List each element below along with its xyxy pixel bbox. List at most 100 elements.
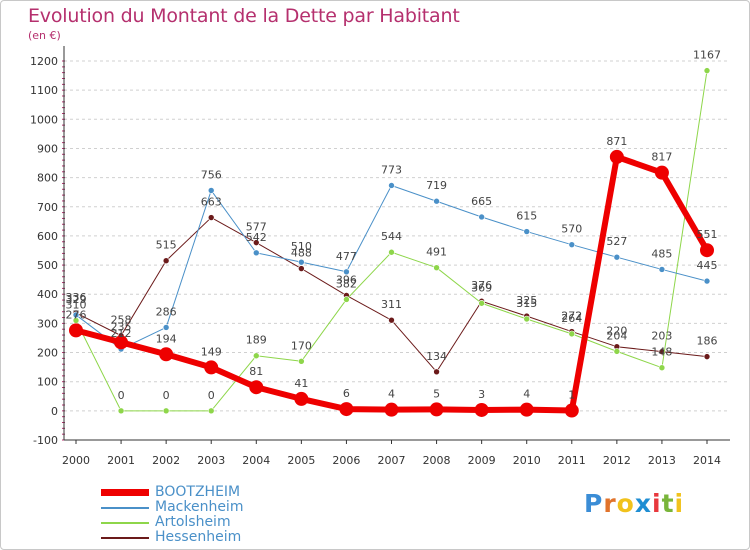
- data-point-mackenheim: [252, 249, 260, 257]
- data-point-mackenheim: [298, 258, 305, 266]
- data-point-hessenheim: [298, 265, 305, 272]
- x-tick-label: 2004: [242, 454, 270, 467]
- data-label-bootzheim: 276: [66, 308, 87, 321]
- data-point-artolsheim: [298, 357, 305, 365]
- data-label-hessenheim: 186: [697, 335, 718, 348]
- data-label-hessenheim: 376: [471, 279, 492, 292]
- data-point-artolsheim: [252, 352, 260, 360]
- data-point-bootzheim: [564, 403, 579, 418]
- x-tick-label: 2006: [332, 454, 360, 467]
- x-tick-label: 2012: [603, 454, 631, 467]
- x-tick-label: 2000: [62, 454, 90, 467]
- data-point-hessenheim: [252, 239, 260, 246]
- data-label-mackenheim: 286: [156, 305, 177, 318]
- data-label-hessenheim: 515: [156, 239, 177, 252]
- data-point-artolsheim: [703, 67, 711, 74]
- logo-letter: i: [652, 489, 662, 518]
- data-point-bootzheim: [519, 402, 534, 417]
- logo-letter: x: [634, 489, 652, 518]
- data-label-bootzheim: 551: [697, 228, 718, 241]
- data-point-mackenheim: [478, 213, 485, 221]
- data-label-mackenheim: 212: [111, 327, 132, 340]
- x-tick-label: 2005: [287, 454, 315, 467]
- data-label-hessenheim: 258: [111, 314, 132, 327]
- data-point-bootzheim: [429, 402, 444, 417]
- data-point-bootzheim: [384, 402, 399, 417]
- data-point-bootzheim: [654, 165, 669, 180]
- data-label-bootzheim: 4: [388, 388, 395, 401]
- data-point-mackenheim: [433, 197, 440, 205]
- legend-swatch: [101, 506, 149, 509]
- data-label-mackenheim: 477: [336, 250, 357, 263]
- data-label-artolsheim: 310: [66, 298, 87, 311]
- data-point-artolsheim: [162, 407, 170, 415]
- data-point-mackenheim: [388, 182, 395, 189]
- data-point-bootzheim: [700, 243, 714, 258]
- y-tick-label: 1000: [30, 113, 58, 126]
- y-tick-label: 400: [37, 288, 58, 301]
- data-point-hessenheim: [162, 257, 170, 265]
- data-point-mackenheim: [72, 311, 80, 319]
- y-tick-label: 700: [37, 201, 58, 214]
- legend-swatch: [101, 536, 149, 539]
- data-point-artolsheim: [568, 330, 576, 338]
- logo-letter: i: [674, 489, 685, 518]
- data-point-hessenheim: [433, 368, 440, 376]
- data-label-mackenheim: 329: [66, 293, 87, 306]
- data-point-bootzheim: [69, 323, 83, 338]
- data-label-bootzheim: 41: [294, 377, 308, 390]
- data-point-bootzheim: [114, 335, 129, 350]
- data-point-mackenheim: [658, 266, 666, 273]
- data-label-bootzheim: 4: [523, 388, 530, 401]
- data-label-mackenheim: 542: [246, 231, 267, 244]
- data-point-hessenheim: [207, 214, 215, 221]
- data-label-artolsheim: 0: [208, 389, 215, 402]
- data-label-hessenheim: 220: [606, 325, 627, 338]
- data-label-bootzheim: 235: [111, 320, 132, 333]
- data-point-bootzheim: [609, 149, 624, 164]
- data-label-artolsheim: 204: [606, 329, 627, 342]
- y-tick-label: 900: [37, 142, 58, 155]
- y-tick-label: 300: [37, 317, 58, 330]
- x-tick-label: 2002: [152, 454, 180, 467]
- data-label-mackenheim: 756: [201, 168, 222, 181]
- legend: BOOTZHEIM Mackenheim Artolsheim Hessenheim: [101, 485, 243, 545]
- legend-label: Artolsheim: [155, 514, 231, 530]
- data-label-artolsheim: 170: [291, 339, 312, 352]
- x-tick-label: 2010: [513, 454, 541, 467]
- y-tick-label: 0: [51, 405, 58, 418]
- legend-label: Mackenheim: [155, 499, 244, 515]
- x-tick-label: 2001: [107, 454, 135, 467]
- data-label-bootzheim: 871: [606, 135, 627, 148]
- data-label-bootzheim: 5: [433, 387, 440, 400]
- data-label-hessenheim: 311: [381, 298, 402, 311]
- data-point-mackenheim: [207, 187, 215, 194]
- legend-item-hessenheim: Hessenheim: [101, 530, 243, 545]
- data-label-hessenheim: 272: [561, 310, 582, 323]
- data-point-artolsheim: [117, 407, 125, 415]
- data-point-bootzheim: [159, 347, 174, 362]
- chart-subtitle: (en €): [28, 29, 61, 42]
- data-point-bootzheim: [294, 391, 309, 406]
- data-label-mackenheim: 719: [426, 179, 447, 192]
- data-label-bootzheim: 3: [478, 388, 485, 401]
- data-label-artolsheim: 369: [471, 281, 492, 294]
- data-label-hessenheim: 488: [291, 247, 312, 260]
- data-label-artolsheim: 189: [246, 334, 267, 347]
- data-label-mackenheim: 570: [561, 223, 582, 236]
- data-label-mackenheim: 665: [471, 195, 492, 208]
- data-label-artolsheim: 264: [561, 312, 582, 325]
- y-tick-label: 500: [37, 259, 58, 272]
- data-label-hessenheim: 396: [336, 273, 357, 286]
- data-point-artolsheim: [523, 315, 531, 323]
- y-tick-label: 200: [37, 347, 58, 360]
- data-label-hessenheim: 336: [66, 291, 87, 304]
- x-tick-label: 2009: [468, 454, 496, 467]
- x-tick-label: 2007: [378, 454, 406, 467]
- y-tick-label: 800: [37, 172, 58, 185]
- y-tick-label: 100: [37, 376, 58, 389]
- data-point-artolsheim: [613, 348, 621, 355]
- legend-item-bootzheim: BOOTZHEIM: [101, 485, 243, 500]
- data-label-mackenheim: 773: [381, 163, 402, 176]
